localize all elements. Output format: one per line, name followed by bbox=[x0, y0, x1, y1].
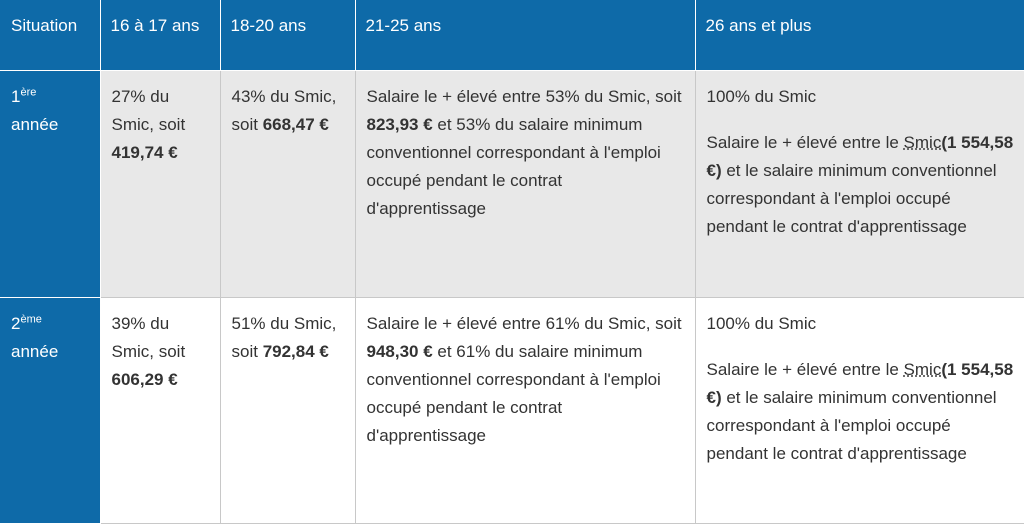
cell-second-year-16-17: 39% du Smic, soit 606,29 € bbox=[100, 297, 221, 524]
salary-amount: (1 554,58 €) bbox=[706, 359, 1014, 407]
cell-second-year-26-plus: 100% du Smic Salaire le + élevé entre le… bbox=[695, 297, 1024, 524]
cell-text: et 53% du salaire minimum conventionnel … bbox=[366, 114, 661, 218]
header-age-26-plus: 26 ans et plus bbox=[695, 0, 1024, 71]
header-age-21-25: 21-25 ans bbox=[355, 0, 696, 71]
salary-amount: 419,74 € bbox=[111, 142, 178, 162]
year-word: année bbox=[11, 114, 59, 134]
year-number: 2 bbox=[11, 313, 21, 333]
cell-first-year-16-17: 27% du Smic, soit 419,74 € bbox=[100, 70, 221, 298]
smic-abbreviation[interactable]: Smic bbox=[903, 132, 942, 152]
year-number: 1 bbox=[11, 86, 21, 106]
cell-text: et le salaire minimum conventionnel corr… bbox=[706, 160, 997, 236]
cell-second-year-18-20: 51% du Smic, soit 792,84 € bbox=[220, 297, 356, 524]
header-age-16-17: 16 à 17 ans bbox=[100, 0, 221, 71]
cell-text: Salaire le + élevé entre 53% du Smic, so… bbox=[366, 86, 682, 106]
year-suffix: ème bbox=[20, 312, 42, 325]
year-word: année bbox=[11, 341, 59, 361]
salary-amount: 792,84 € bbox=[262, 341, 329, 361]
salary-amount: 606,29 € bbox=[111, 369, 178, 389]
cell-text: 51% du Smic, soit bbox=[231, 313, 337, 361]
salary-amount: 823,93 € bbox=[366, 114, 433, 134]
row-header-second-year: 2ème année bbox=[0, 297, 101, 524]
salary-amount: 668,47 € bbox=[262, 114, 329, 134]
table-row-second-year: 2ème année 39% du Smic, soit 606,29 € 51… bbox=[0, 297, 1024, 524]
cell-first-year-18-20: 43% du Smic, soit 668,47 € bbox=[220, 70, 356, 298]
cell-line: 100% du Smic bbox=[706, 313, 817, 333]
cell-text: et 61% du salaire minimum conventionnel … bbox=[366, 341, 661, 445]
smic-abbreviation[interactable]: Smic bbox=[903, 359, 942, 379]
cell-text: Salaire le + élevé entre le bbox=[706, 132, 904, 152]
cell-paragraph: Salaire le + élevé entre le Smic(1 554,5… bbox=[707, 129, 1015, 241]
table-row-first-year: 1ère année 27% du Smic, soit 419,74 € 43… bbox=[0, 70, 1024, 298]
cell-first-year-26-plus: 100% du Smic Salaire le + élevé entre le… bbox=[695, 70, 1024, 298]
row-header-first-year: 1ère année bbox=[0, 70, 101, 298]
header-row: Situation 16 à 17 ans 18-20 ans 21-25 an… bbox=[0, 0, 1024, 71]
cell-text: 39% du Smic, soit bbox=[111, 313, 186, 361]
cell-first-year-21-25: Salaire le + élevé entre 53% du Smic, so… bbox=[355, 70, 696, 298]
cell-text: Salaire le + élevé entre 61% du Smic, so… bbox=[366, 313, 682, 333]
header-situation: Situation bbox=[0, 0, 101, 71]
cell-text: 43% du Smic, soit bbox=[231, 86, 337, 134]
cell-text: et le salaire minimum conventionnel corr… bbox=[706, 387, 997, 463]
cell-paragraph: Salaire le + élevé entre le Smic(1 554,5… bbox=[707, 356, 1015, 468]
cell-text: Salaire le + élevé entre le bbox=[706, 359, 904, 379]
cell-second-year-21-25: Salaire le + élevé entre 61% du Smic, so… bbox=[355, 297, 696, 524]
header-age-18-20: 18-20 ans bbox=[220, 0, 356, 71]
salary-amount: 948,30 € bbox=[366, 341, 433, 361]
cell-line: 100% du Smic bbox=[706, 86, 817, 106]
cell-text: 27% du Smic, soit bbox=[111, 86, 186, 134]
year-suffix: ère bbox=[20, 85, 37, 98]
salary-amount: (1 554,58 €) bbox=[706, 132, 1014, 180]
